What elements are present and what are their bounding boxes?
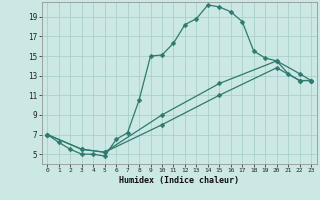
X-axis label: Humidex (Indice chaleur): Humidex (Indice chaleur) [119,176,239,185]
